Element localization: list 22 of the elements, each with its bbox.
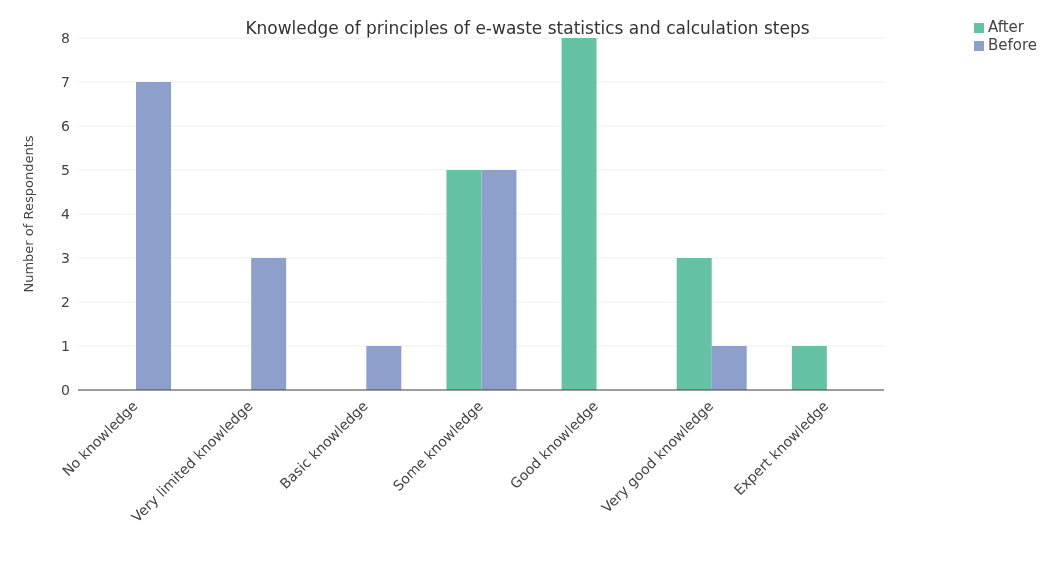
y-axis-title: Number of Respondents bbox=[20, 135, 36, 293]
bar bbox=[561, 38, 597, 390]
legend-label: Before bbox=[987, 36, 1037, 54]
y-tick-label: 0 bbox=[61, 381, 70, 398]
bar bbox=[251, 258, 287, 390]
bar bbox=[136, 82, 172, 390]
y-tick-label: 5 bbox=[61, 161, 70, 178]
y-tick-label: 1 bbox=[61, 337, 70, 354]
bar bbox=[791, 346, 827, 390]
bar bbox=[481, 170, 517, 390]
y-tick-label: 8 bbox=[61, 29, 70, 46]
y-tick-label: 3 bbox=[61, 249, 70, 266]
bar bbox=[711, 346, 747, 390]
y-tick-label: 4 bbox=[61, 205, 71, 222]
y-tick-label: 2 bbox=[61, 293, 70, 310]
bar bbox=[446, 170, 482, 390]
bar bbox=[366, 346, 402, 390]
y-tick-label: 7 bbox=[61, 73, 70, 90]
legend-label: After bbox=[987, 18, 1024, 36]
y-tick-label: 6 bbox=[61, 117, 71, 134]
chart-title: Knowledge of principles of e-waste statistics and calculation steps bbox=[245, 18, 810, 38]
bar bbox=[676, 258, 712, 390]
